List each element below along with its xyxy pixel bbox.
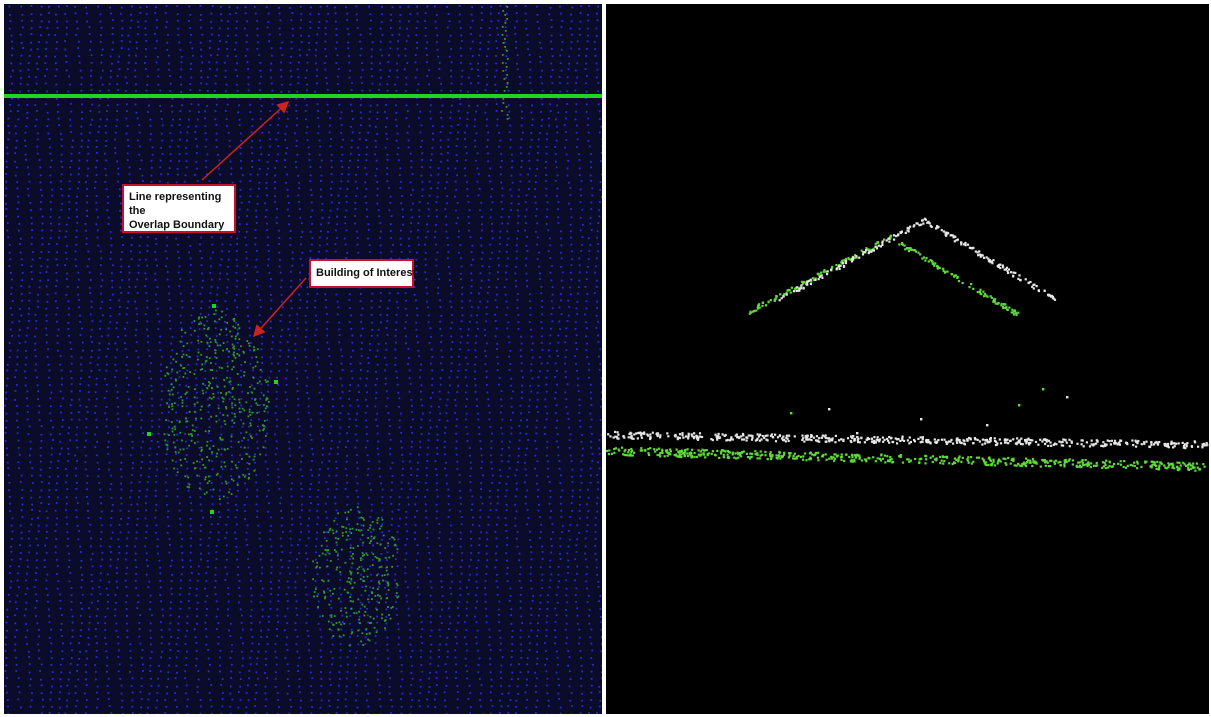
profile-view-background: [606, 4, 1209, 714]
profile-points-layer: [606, 217, 1209, 472]
ground-points-layer: [4, 5, 602, 714]
building-of-interest-callout: Building of Interest: [309, 259, 416, 288]
overlap-boundary-callout: Line representing the Overlap Boundary: [122, 184, 236, 233]
profile-view-panel: [606, 4, 1209, 714]
plan-view-panel: Line representing the Overlap Boundary B…: [4, 4, 602, 714]
plan-view-background: [4, 4, 602, 714]
plan-view-point-cloud: [4, 4, 602, 714]
overlap-boundary-arrow: [201, 100, 290, 181]
profile-view-point-cloud: [606, 4, 1209, 714]
building-arrow: [252, 277, 307, 338]
building-points-layer: [147, 6, 509, 647]
